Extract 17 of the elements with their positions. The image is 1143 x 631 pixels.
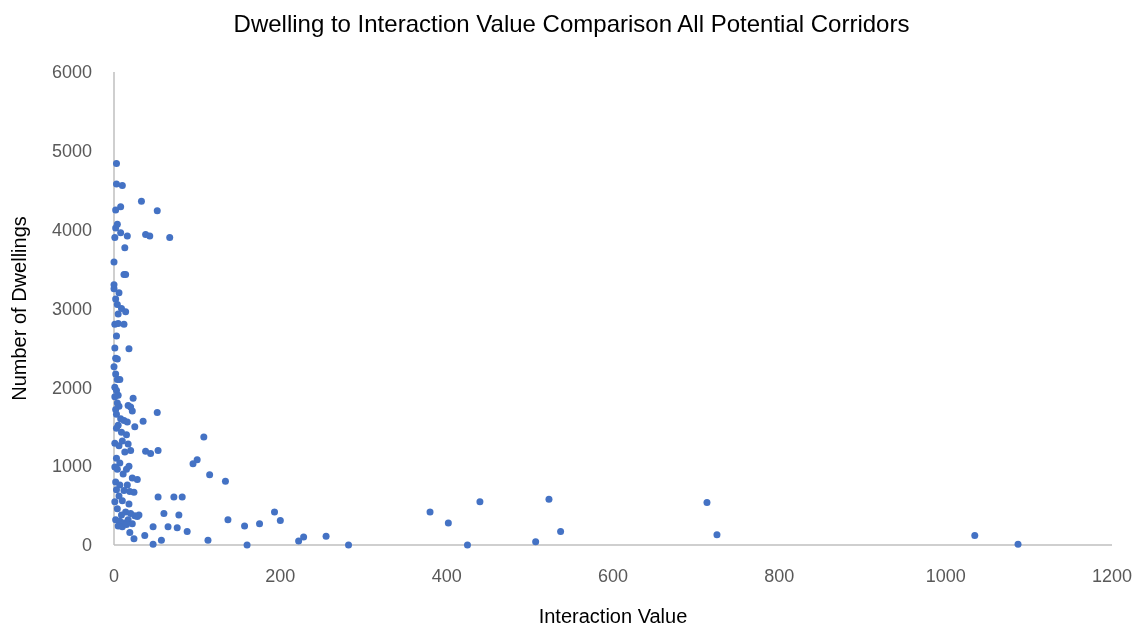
x-axis-title: Interaction Value (538, 605, 688, 627)
x-tick-label: 200 (265, 566, 296, 586)
x-tick-label: 600 (597, 566, 629, 586)
x-tick-label: 0 (108, 566, 120, 586)
y-tick-label: 2000 (51, 377, 92, 398)
x-tick-label: 1000 (925, 566, 966, 586)
y-tick-label: 4000 (51, 219, 92, 240)
x-tick-label: 400 (431, 566, 462, 586)
x-tick-label: 1200 (1091, 566, 1133, 586)
y-axis-title: Number of Dwellings (8, 216, 30, 401)
y-tick-label: 1000 (51, 456, 92, 477)
x-tick-label: 800 (764, 566, 795, 586)
y-tick-label: 3000 (51, 298, 92, 319)
chart-title: Dwelling to Interaction Value Comparison All Potential Corridors (233, 10, 910, 37)
y-tick-label: 5000 (51, 141, 92, 162)
y-tick-label: 0 (81, 535, 92, 556)
y-tick-label: 6000 (51, 62, 92, 83)
